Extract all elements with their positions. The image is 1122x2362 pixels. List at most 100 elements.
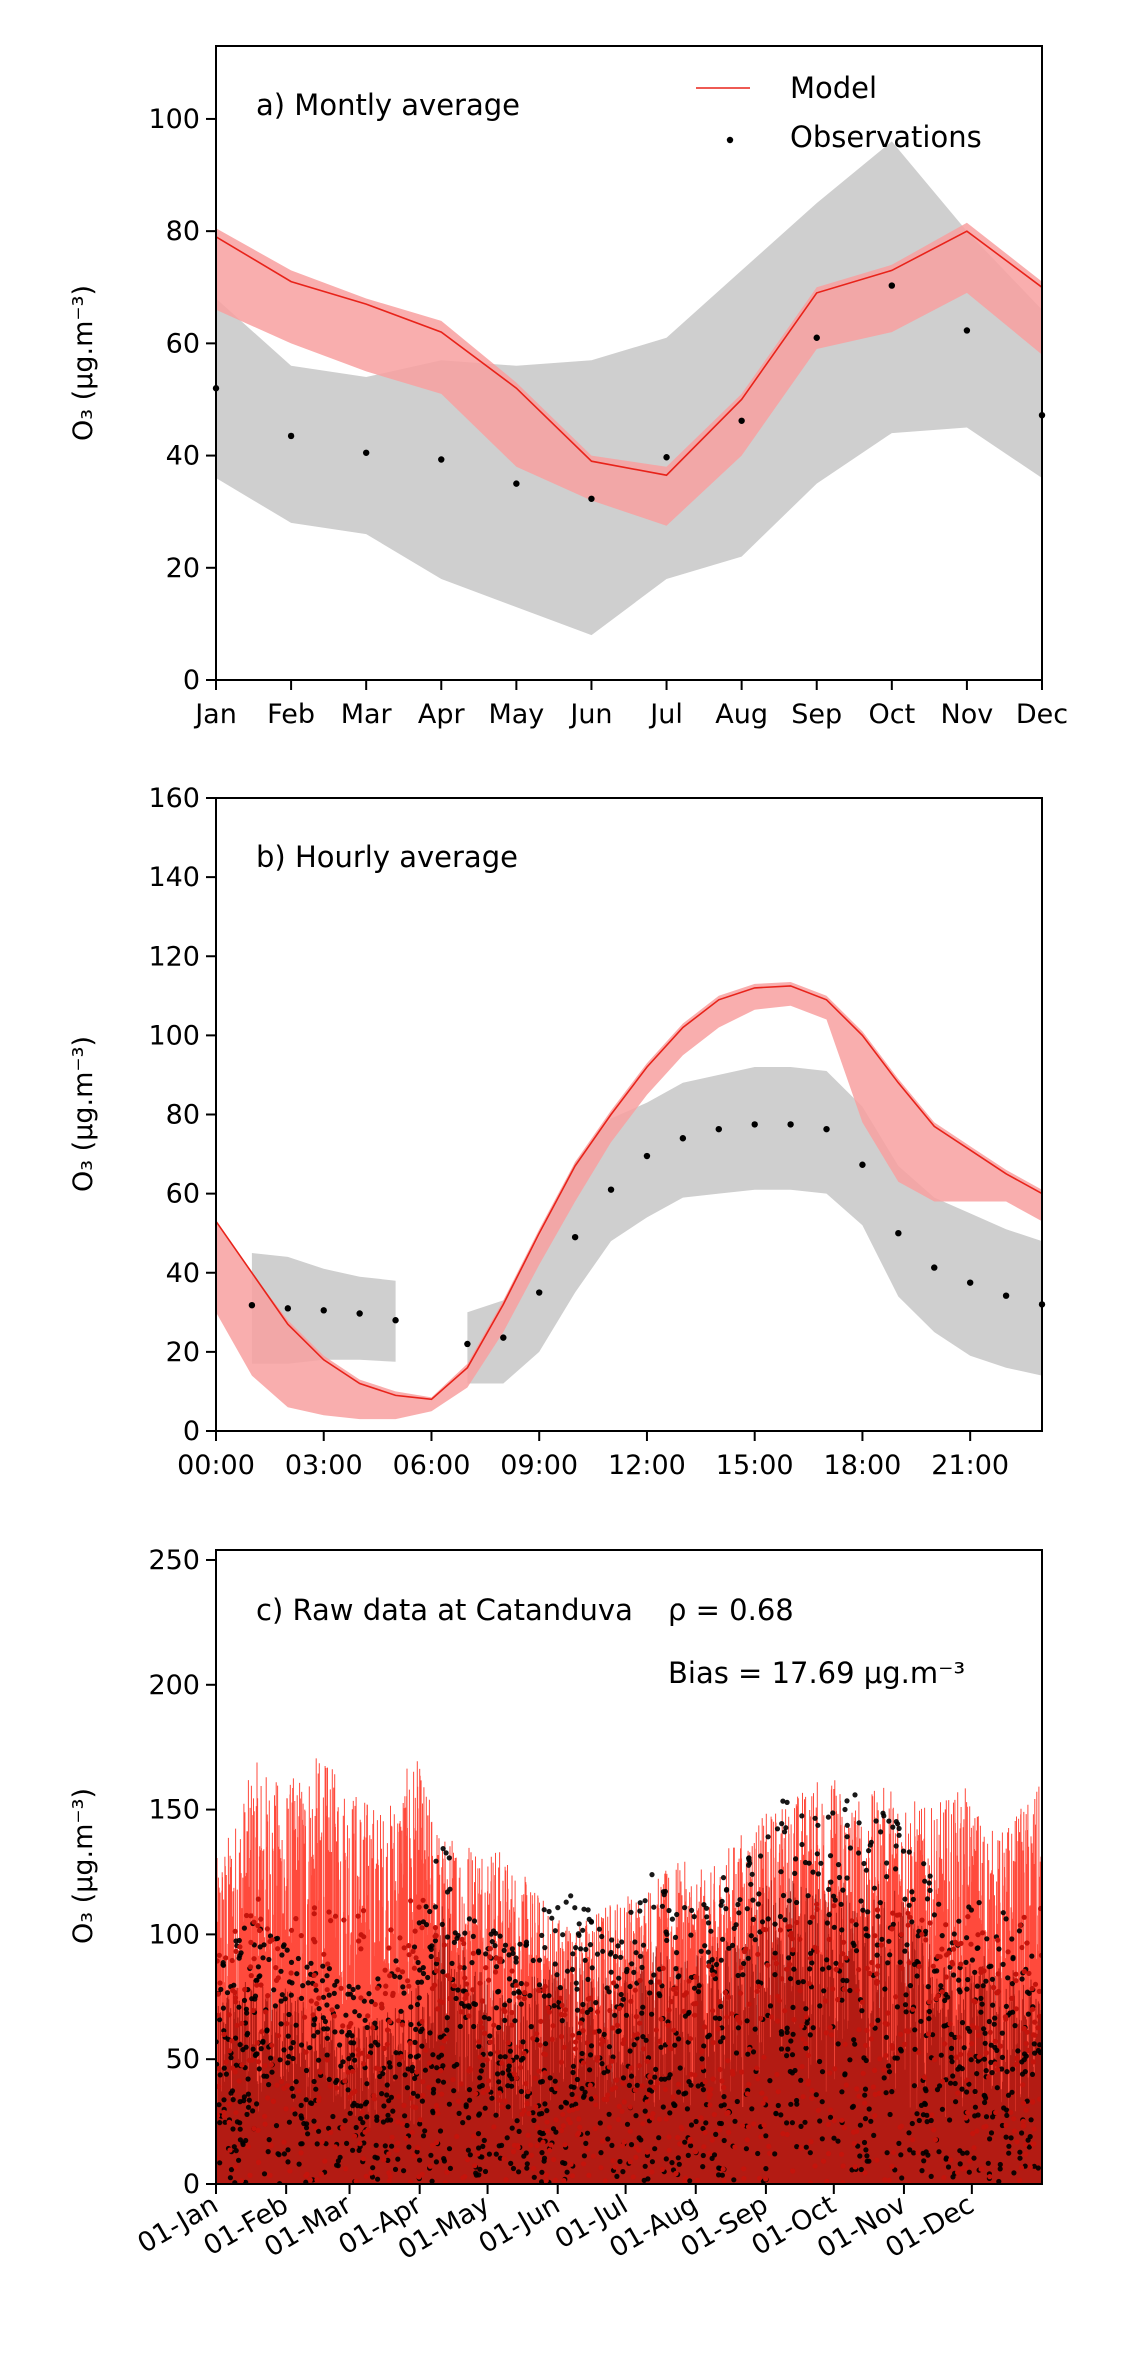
panel-c-model-point (288, 1927, 295, 1933)
panel-c-observation-point (997, 2161, 1003, 2168)
panel-c-model-point (265, 2095, 271, 2101)
panel-c-observation-point (620, 2169, 626, 2175)
panel-c-observation-point (1010, 2009, 1016, 2015)
panel-c-observation-point (861, 1860, 867, 1867)
panel-c-model-point (384, 2041, 390, 2047)
panel-c-model-point (526, 2111, 532, 2117)
panel-c-observation-point (273, 1936, 279, 1942)
panel-c-model-point (967, 2158, 973, 2164)
panel-c-observation-point (303, 2097, 309, 2103)
panel-c-model-point (558, 2034, 565, 2040)
panel-c-model-point (386, 1945, 392, 1951)
panel-c-observation-point (260, 1955, 266, 1961)
panel-c-model-point (334, 2085, 340, 2091)
panel-c-model-point (542, 1983, 548, 1989)
panel-c-observation-point (303, 2125, 310, 2131)
panel-c-observation-point (288, 1959, 295, 1965)
panel-c-observation-point (589, 1965, 595, 1971)
panel-c-model-point (262, 2121, 268, 2127)
panel-c-model-point (775, 1993, 781, 1999)
panel-c-model-point (758, 2134, 764, 2140)
panel-c-observation-point (412, 2039, 418, 2045)
panel-c-observation-point (984, 1936, 990, 1942)
panel-c-plot-area (216, 1758, 1042, 2184)
panel-c-model-point (313, 1982, 319, 1988)
panel-c-model-point (923, 1937, 929, 1943)
panel-c-model-point (851, 2129, 857, 2135)
panel-c-model-point (768, 2014, 775, 2020)
panel-c-observation-point (623, 2012, 630, 2018)
panel-c-model-point (649, 2169, 655, 2175)
panel-b-observation-point (284, 1305, 292, 1312)
panel-c-observation-point (261, 2171, 268, 2177)
panel-c-observation-point (864, 2153, 870, 2159)
panel-c-model-point (255, 2127, 261, 2133)
panel-c-model-point (439, 2091, 445, 2097)
panel-c-observation-point (684, 2106, 691, 2112)
panel-c-model-point (683, 1990, 689, 1996)
panel-c-model-point (534, 2124, 540, 2131)
panel-c-observation-point (324, 2026, 331, 2032)
panel-c-observation-point (645, 2176, 651, 2182)
panel-c-observation-point (636, 2135, 642, 2141)
panel-c-observation-point (1019, 2130, 1025, 2136)
panel-c-observation-point (444, 2015, 450, 2021)
panel-c-model-point (886, 2177, 892, 2183)
panel-c-model-point (353, 2178, 359, 2184)
panel-c-observation-point (446, 2146, 453, 2152)
panel-b-y-tick-label: 140 (148, 862, 200, 893)
panel-c-model-point (843, 2082, 849, 2088)
panel-c-observation-point (856, 1850, 862, 1856)
panel-c-model-point (355, 2052, 361, 2058)
panel-c-observation-point (716, 2172, 722, 2178)
panel-c-observation-point (552, 1928, 558, 1934)
panel-c-model-point (234, 2022, 240, 2028)
panel-c-model-point (262, 2063, 268, 2069)
panel-c-model-point (905, 1910, 911, 1916)
panel-c-observation-point (497, 2086, 503, 2092)
panel-c-observation-point (476, 2112, 482, 2118)
panel-c-model-point (345, 2069, 351, 2075)
panel-c-observation-point (316, 2128, 322, 2134)
panel-c-observation-point (877, 1900, 883, 1906)
panel-c-model-point (314, 2177, 320, 2183)
panel-c-model-point (777, 1927, 784, 1933)
panel-c-model-point (975, 2032, 982, 2038)
panel-a-y-tick-label: 20 (166, 553, 200, 584)
panel-c-observation-point (434, 2065, 440, 2071)
panel-c-model-point (657, 1979, 663, 1985)
panel-c-model-point (459, 1936, 465, 1942)
panel-c-observation-point (824, 1920, 831, 1926)
panel-c-model-point (237, 1944, 243, 1950)
panel-c-observation-point (440, 1969, 446, 1975)
panel-c-model-point (293, 1916, 299, 1922)
panel-c-observation-point (372, 2020, 378, 2026)
panel-c-observation-point (475, 2131, 482, 2137)
panel-b-observation-point (392, 1317, 399, 1324)
panel-c-observation-point (579, 2050, 585, 2057)
panel-a-x-tick-label: Nov (941, 699, 994, 730)
panel-c-observation-point (587, 2067, 593, 2073)
panel-c-model-point (872, 2067, 878, 2073)
panel-c-model-point (905, 1922, 911, 1928)
panel-c-observation-point (862, 2116, 869, 2122)
panel-c-observation-point (992, 2015, 998, 2021)
panel-c-observation-point (825, 1814, 832, 1820)
panel-c-observation-point (452, 1930, 458, 1936)
panel-c-model-point (408, 2095, 414, 2101)
panel-c-model-point (487, 1954, 493, 1960)
panel-c-model-point (577, 2124, 583, 2130)
panel-c-model-point (830, 1986, 836, 1992)
panel-c-observation-point (683, 2090, 689, 2096)
panel-c-observation-point (290, 2093, 296, 2099)
panel-c-observation-point (647, 1990, 653, 1996)
panel-c-observation-point (631, 2042, 637, 2048)
panel-c-model-point (538, 2018, 544, 2024)
panel-c-observation-point (890, 1824, 896, 1830)
panel-c-model-point (509, 2022, 515, 2028)
panel-c-observation-point (240, 2047, 246, 2053)
panel-c-observation-point (580, 1927, 586, 1933)
panel-c-model-point (321, 1951, 327, 1957)
panel-c-model-point (694, 2177, 701, 2183)
panel-c-observation-point (926, 1880, 932, 1886)
